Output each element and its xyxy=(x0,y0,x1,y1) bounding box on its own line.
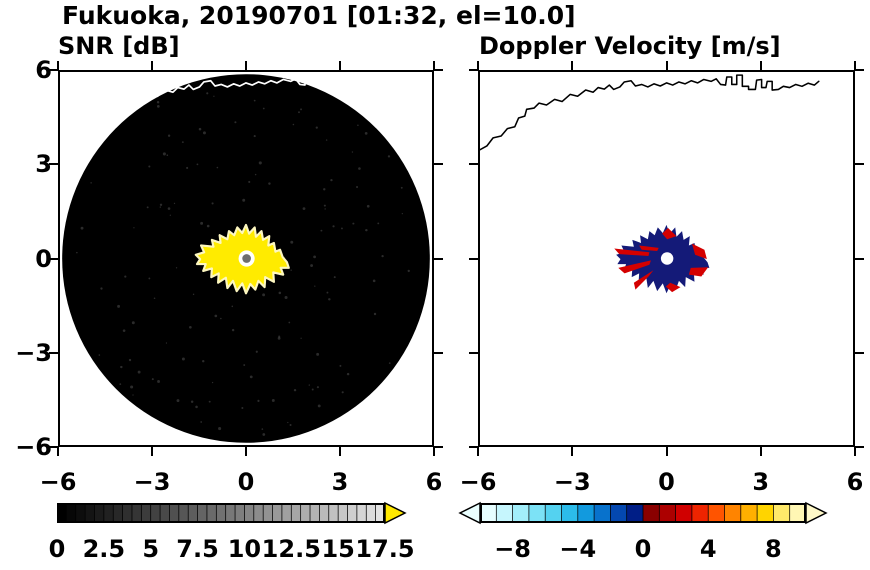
axis-tick xyxy=(49,257,58,260)
axis-tick xyxy=(49,69,58,71)
tick-label: 3 xyxy=(35,150,52,179)
tick-label: 6 xyxy=(425,468,443,496)
radar-site-dot xyxy=(242,254,251,263)
tick-label: 3 xyxy=(331,468,349,496)
velocity-red-patch xyxy=(691,243,707,260)
doppler-panel-title: Doppler Velocity [m/s] xyxy=(479,32,781,60)
axis-tick xyxy=(434,446,443,448)
tick-label: −6 xyxy=(39,468,77,496)
axis-tick xyxy=(339,61,341,70)
axis-tick xyxy=(855,446,864,448)
colorbar-tick-label: 4 xyxy=(699,535,717,563)
tick-label: 6 xyxy=(35,56,52,84)
axis-tick xyxy=(434,351,443,354)
axis-tick xyxy=(759,61,762,70)
doppler-colorbar xyxy=(458,501,828,525)
snr-over-arrow xyxy=(384,501,407,525)
colorbar-labels: 0 2.5 5 7.5 10 12.5 15 17.5 −8 −4 0 4 8 xyxy=(0,535,870,569)
radar-site-hole xyxy=(660,252,674,265)
axis-tick xyxy=(339,447,341,456)
tick-label: −6 xyxy=(459,468,497,496)
axis-tick xyxy=(245,61,247,70)
coastline xyxy=(480,74,820,151)
velocity-under-arrow xyxy=(458,501,481,525)
axis-tick xyxy=(57,61,59,70)
tick-label: 0 xyxy=(658,468,675,496)
figure-title: Fukuoka, 20190701 [01:32, el=10.0] xyxy=(62,1,576,30)
tick-label: 0 xyxy=(237,468,255,496)
axis-tick xyxy=(759,447,762,456)
colorbar-tick-label: 2.5 xyxy=(82,535,126,563)
axis-tick xyxy=(433,61,435,70)
axis-tick xyxy=(469,257,478,260)
axis-tick xyxy=(469,69,478,71)
axis-tick xyxy=(49,351,58,354)
colorbar-tick-label: 12.5 xyxy=(261,535,321,563)
axis-tick xyxy=(855,163,864,166)
velocity-red-patch xyxy=(614,248,650,257)
axis-tick xyxy=(469,163,478,166)
axis-tick xyxy=(854,447,856,456)
axis-tick xyxy=(854,61,856,70)
colorbar-tick-label: −4 xyxy=(559,535,597,563)
axis-tick xyxy=(855,69,864,71)
colorbar-tick-label: 17.5 xyxy=(355,535,415,563)
colorbar-tick-label: 8 xyxy=(765,535,782,563)
snr-panel-title: SNR [dB] xyxy=(58,32,180,60)
axis-tick xyxy=(49,446,58,448)
colorbar-tick-label: 5 xyxy=(142,535,160,563)
axis-tick xyxy=(477,61,479,70)
axis-tick xyxy=(151,447,153,456)
velocity-red-patches xyxy=(614,228,709,293)
tick-label: 3 xyxy=(752,468,770,496)
axis-tick xyxy=(571,61,574,70)
tick-label: −3 xyxy=(553,468,591,496)
axis-tick xyxy=(855,257,864,260)
snr-x-axis-labels: −6 −3 0 3 6 xyxy=(40,468,443,498)
colorbar-tick-label: 0 xyxy=(634,535,652,563)
colorbar-tick-label: 15 xyxy=(321,535,355,563)
axis-tick xyxy=(245,447,247,456)
velocity-red-patch xyxy=(688,267,709,277)
axis-tick xyxy=(57,447,59,456)
coastline xyxy=(60,74,399,151)
colorbar-tick-label: 10 xyxy=(227,535,262,563)
velocity-red-patch xyxy=(633,270,654,290)
tick-label: 0 xyxy=(35,244,52,273)
axis-tick xyxy=(477,447,479,456)
velocity-over-arrow xyxy=(805,501,828,525)
axis-tick xyxy=(571,447,574,456)
velocity-red-patch xyxy=(665,282,681,293)
velocity-red-patch xyxy=(618,260,651,274)
y-axis-labels: 6 3 0 −3 −6 xyxy=(4,56,52,461)
tick-label: −3 xyxy=(15,338,52,367)
colorbar-tick-label: 0 xyxy=(48,535,66,563)
axis-tick xyxy=(434,69,443,71)
doppler-plot-canvas xyxy=(480,74,820,294)
snr-plot-panel xyxy=(58,70,434,447)
tick-label: −6 xyxy=(15,433,52,461)
snr-plot-canvas xyxy=(60,74,430,443)
axis-tick xyxy=(469,446,478,448)
axis-tick xyxy=(665,447,668,456)
velocity-red-patch xyxy=(662,228,677,240)
tick-label: 6 xyxy=(846,468,864,496)
axis-tick xyxy=(49,163,58,166)
axis-tick xyxy=(665,61,668,70)
axis-tick xyxy=(434,257,443,260)
tick-label: −3 xyxy=(133,468,171,496)
axis-tick xyxy=(469,351,478,354)
axis-tick xyxy=(434,163,443,166)
doppler-x-axis-labels: −6 −3 0 3 6 xyxy=(460,468,864,498)
axis-tick xyxy=(855,351,864,354)
doppler-plot-panel xyxy=(478,70,855,447)
colorbar-tick-label: −8 xyxy=(494,535,531,563)
axis-tick xyxy=(151,61,153,70)
velocity-red-patch xyxy=(639,245,659,252)
colorbar-tick-label: 7.5 xyxy=(176,535,219,563)
axis-tick xyxy=(433,447,435,456)
snr-colorbar xyxy=(57,501,407,525)
